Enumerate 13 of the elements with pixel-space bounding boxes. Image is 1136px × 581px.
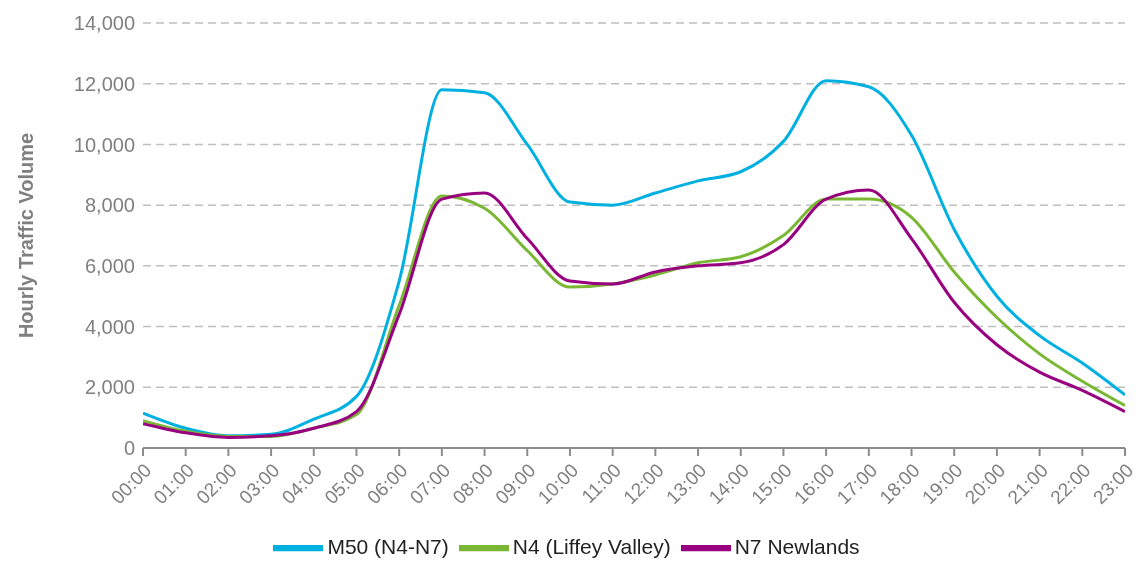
legend-label: M50 (N4-N7)	[327, 534, 449, 558]
y-axis-title: Hourly Traffic Volume	[15, 132, 38, 339]
y-tick-label: 10,000	[73, 133, 135, 156]
y-tick-label: 2,000	[84, 376, 135, 399]
y-tick-label: 4,000	[84, 315, 135, 338]
line-series	[143, 79, 1125, 438]
y-tick-label: 8,000	[84, 194, 135, 217]
y-tick-label: 0	[123, 437, 135, 460]
y-tick-label: 14,000	[73, 12, 135, 35]
legend-label: N7 Newlands	[734, 534, 860, 558]
y-tick-label: 12,000	[73, 72, 135, 95]
y-tick-label: 6,000	[84, 254, 135, 277]
legend-label: N4 (Liffey Valley)	[512, 534, 671, 558]
